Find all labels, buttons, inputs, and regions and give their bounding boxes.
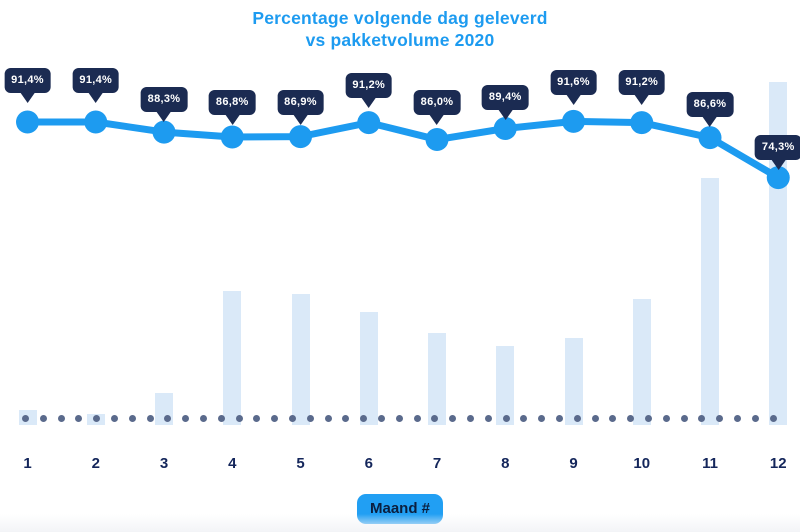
baseline-dot bbox=[645, 415, 652, 422]
line-point-month-11 bbox=[698, 126, 722, 150]
baseline-dot bbox=[93, 415, 101, 422]
baseline-dot bbox=[182, 415, 190, 422]
x-axis-label-month-4: 4 bbox=[228, 455, 237, 472]
baseline-dot bbox=[520, 415, 528, 422]
line-point-month-8 bbox=[493, 117, 517, 140]
baseline-dot bbox=[200, 415, 207, 422]
percentage-badge-month-4: 86,8% bbox=[208, 89, 256, 115]
baseline-dot bbox=[39, 415, 47, 422]
baseline-dot bbox=[467, 415, 474, 422]
baseline-dot bbox=[573, 415, 581, 422]
line-point-month-2 bbox=[84, 110, 108, 134]
x-axis-label-month-2: 2 bbox=[91, 455, 100, 472]
volume-bar-month-9 bbox=[564, 338, 583, 425]
baseline-dot bbox=[431, 415, 439, 422]
volume-bar-month-4 bbox=[223, 291, 242, 425]
percentage-badge-month-2: 91,4% bbox=[72, 68, 120, 93]
percentage-badge-month-12: 74,3% bbox=[754, 134, 800, 160]
baseline-dot bbox=[609, 415, 617, 422]
baseline-dot bbox=[342, 415, 350, 422]
line-point-month-3 bbox=[152, 120, 176, 144]
percentage-badge-month-6: 91,2% bbox=[345, 72, 393, 98]
line-point-month-1 bbox=[16, 110, 39, 134]
line-point-month-9 bbox=[562, 109, 585, 133]
volume-bar-month-10 bbox=[632, 299, 651, 425]
percentage-badge-month-10: 91,2% bbox=[618, 69, 666, 95]
baseline-dot bbox=[289, 415, 296, 422]
x-axis-label-month-12: 12 bbox=[769, 455, 787, 472]
baseline-dot bbox=[449, 415, 457, 422]
baseline-dot bbox=[627, 415, 635, 422]
baseline-dot bbox=[217, 415, 225, 422]
volume-bar-month-8 bbox=[496, 346, 515, 425]
baseline-dot bbox=[146, 415, 154, 422]
line-point-month-5 bbox=[289, 125, 312, 149]
percentage-badge-month-8: 89,4% bbox=[481, 84, 529, 110]
baseline-dot bbox=[716, 415, 724, 422]
baseline-dot bbox=[235, 415, 243, 422]
baseline-dot bbox=[164, 415, 172, 422]
percentage-badge-month-3: 88,3% bbox=[140, 87, 188, 113]
baseline-dot bbox=[591, 415, 599, 422]
baseline-dot bbox=[502, 415, 510, 422]
x-axis-title-label: Maand # bbox=[369, 500, 431, 517]
baseline-dot bbox=[769, 415, 777, 422]
baseline-dot bbox=[698, 415, 706, 422]
volume-bar-month-11 bbox=[701, 178, 719, 425]
chart-title: Percentage volgende dag geleverd vs pakk… bbox=[0, 7, 800, 51]
line-point-month-12 bbox=[766, 166, 790, 190]
x-axis-label-month-1: 1 bbox=[23, 455, 32, 472]
baseline-dot bbox=[111, 415, 118, 422]
baseline-dot bbox=[75, 415, 83, 422]
percentage-badge-month-5: 86,9% bbox=[277, 89, 324, 115]
line-point-month-7 bbox=[425, 128, 449, 152]
baseline-dot bbox=[22, 415, 29, 422]
x-axis-label-month-9: 9 bbox=[569, 455, 578, 472]
x-axis-label-month-3: 3 bbox=[159, 455, 169, 472]
x-axis-label-month-5: 5 bbox=[296, 455, 305, 472]
x-axis-label-month-10: 10 bbox=[633, 455, 651, 472]
line-point-month-4 bbox=[220, 125, 244, 149]
percentage-badge-month-9: 91,6% bbox=[550, 70, 597, 96]
baseline-dot bbox=[57, 415, 65, 422]
volume-bar-month-5 bbox=[291, 294, 310, 425]
baseline-dot bbox=[324, 415, 332, 422]
baseline-dot bbox=[484, 415, 492, 422]
baseline-dot bbox=[413, 415, 421, 422]
baseline-dot bbox=[734, 415, 741, 422]
chart-title-line1: Percentage volgende dag geleverd bbox=[252, 8, 548, 28]
baseline-dot bbox=[556, 415, 563, 422]
baseline-dot bbox=[306, 415, 314, 422]
baseline-dot bbox=[378, 415, 385, 422]
volume-bar-month-6 bbox=[359, 312, 378, 425]
baseline-dot bbox=[395, 415, 403, 422]
percentage-badge-month-11: 86,6% bbox=[686, 91, 734, 117]
baseline-dot bbox=[253, 415, 261, 422]
baseline-dot bbox=[271, 415, 279, 422]
baseline-dot bbox=[662, 415, 670, 422]
x-axis-label-month-8: 8 bbox=[501, 455, 510, 472]
baseline-dot bbox=[751, 415, 759, 422]
baseline-dot bbox=[360, 415, 368, 422]
x-axis-label-month-6: 6 bbox=[364, 455, 373, 472]
line-point-month-6 bbox=[357, 111, 381, 135]
x-axis-label-month-11: 11 bbox=[702, 455, 718, 472]
percentage-badge-month-1: 91,4% bbox=[4, 68, 51, 93]
baseline-dot bbox=[680, 415, 688, 422]
percentage-badge-month-7: 86,0% bbox=[413, 89, 461, 115]
chart-title-line2: vs pakketvolume 2020 bbox=[305, 30, 495, 50]
baseline-dot bbox=[128, 415, 136, 422]
volume-bar-month-7 bbox=[428, 333, 446, 425]
percentage-line bbox=[24, 117, 782, 182]
baseline-dot bbox=[538, 415, 546, 422]
line-point-month-10 bbox=[630, 111, 654, 135]
x-axis-title-badge: Maand # bbox=[356, 494, 444, 524]
x-axis-label-month-7: 7 bbox=[432, 455, 442, 472]
